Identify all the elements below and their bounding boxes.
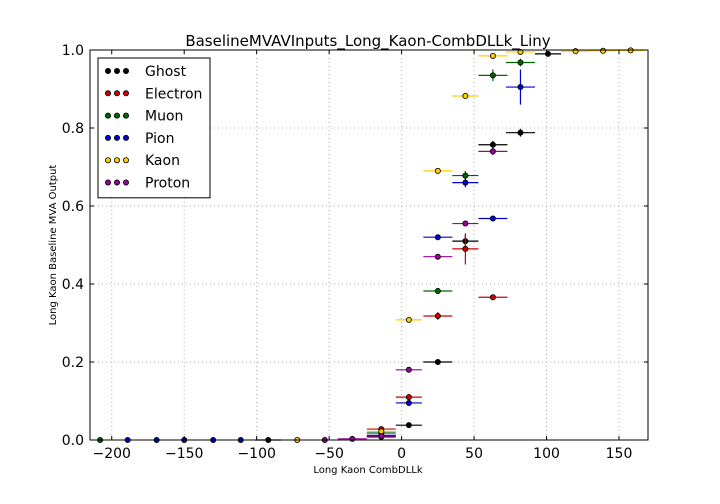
legend-label: Pion [145,131,174,147]
data-point [434,234,441,241]
legend-label: Ghost [145,64,187,80]
legend-label: Proton [145,176,190,192]
x-tick-label: 0 [397,446,406,462]
y-tick-label: 0.4 [62,277,84,293]
legend-marker [105,179,112,186]
legend-marker [105,157,112,164]
legend-marker [114,90,121,97]
legend-marker [123,90,130,97]
x-tick-label: −100 [237,446,275,462]
legend-marker [105,134,112,141]
legend-marker [105,112,112,119]
data-point [434,312,441,319]
data-point [462,179,469,186]
x-tick-label: −200 [93,446,131,462]
data-point [489,215,496,222]
x-tick-label: 100 [533,446,560,462]
chart-title: BaselineMVAVInputs_Long_Kaon-CombDLLk_Li… [185,32,550,51]
data-point [489,294,496,301]
legend-marker [114,157,121,164]
x-axis-label: Long Kaon CombDLLk [313,465,423,476]
data-point [517,59,524,66]
legend-marker [114,68,121,75]
legend-marker [123,112,130,119]
data-point [349,435,356,442]
x-tick-label: 50 [465,446,483,462]
x-tick-label: 150 [606,446,633,462]
data-point [434,167,441,174]
data-point [405,394,412,401]
y-tick-label: 0.2 [62,355,84,371]
tick-layer: −200 −150 −100 −50 0 50 100 150 0.0 0.2 0.4 0.6 0.8 1… [62,43,648,462]
legend-marker [105,68,112,75]
series-proton [321,147,508,443]
legend-marker [105,90,112,97]
plot-frame [89,49,649,441]
data-point [405,316,412,323]
series-ghost [255,50,562,443]
data-point [572,48,579,55]
data-point [462,245,469,252]
legend-marker [123,68,130,75]
legend-marker [123,179,130,186]
legend-label: Muon [145,109,183,125]
data-point [405,422,412,429]
legend-label: Kaon [145,153,180,169]
series-kaon [294,47,646,443]
legend-marker [114,179,121,186]
data-point [489,141,496,148]
data-point [462,220,469,227]
y-axis-label: Long Kaon Baseline MVA Output [48,165,59,326]
legend-label: Electron [145,86,202,102]
data-point [378,433,385,440]
y-tick-label: 0.8 [62,121,84,137]
x-tick-label: −50 [314,446,344,462]
data-point [489,52,496,59]
y-tick-label: 0.0 [62,433,84,449]
data-point [462,172,469,179]
data-point [434,253,441,260]
data-point [405,366,412,373]
data-point [600,47,607,54]
data-point [517,48,524,55]
data-point [517,129,524,136]
x-tick-label: −150 [165,446,203,462]
data-point [462,93,469,100]
legend-marker [123,157,130,164]
data-point [517,84,524,91]
y-tick-label: 1.0 [62,43,84,59]
data-point [434,288,441,295]
data-point [405,399,412,406]
legend: Ghost Electron Muon Pion Kaon Proton [97,57,211,199]
legend-marker [114,134,121,141]
legend-box [97,57,211,199]
legend-marker [114,112,121,119]
data-point [489,72,496,79]
data-point [489,148,496,155]
series-electron [366,233,508,433]
data-point [434,358,441,365]
y-tick-label: 0.6 [62,199,84,215]
legend-marker [123,134,130,141]
